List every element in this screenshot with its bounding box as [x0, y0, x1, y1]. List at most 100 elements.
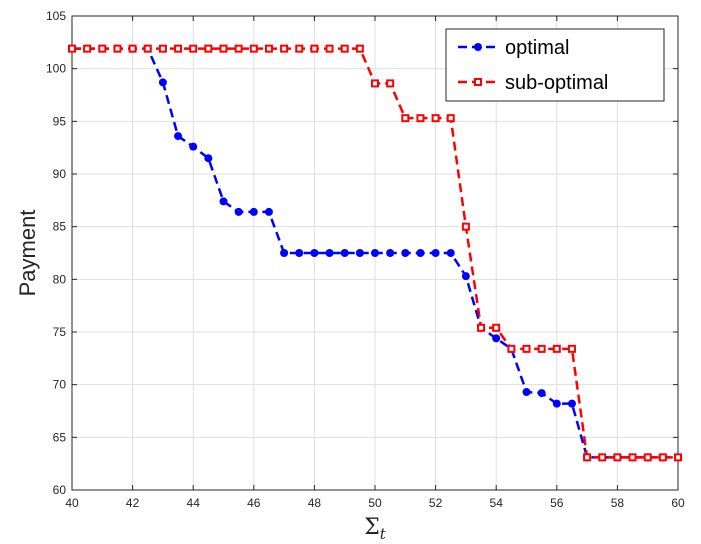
data-point-sub-optimal	[113, 44, 122, 53]
y-tick-label: 75	[53, 325, 67, 339]
data-point-sub-optimal	[234, 44, 243, 53]
data-point-optimal	[158, 78, 167, 87]
data-point-sub-optimal	[219, 44, 228, 53]
data-point-optimal	[416, 249, 425, 257]
data-point-optimal	[219, 197, 228, 206]
data-point-sub-optimal	[567, 344, 576, 353]
data-point-sub-optimal	[264, 44, 273, 53]
data-point-sub-optimal	[386, 79, 395, 88]
data-point-optimal	[310, 249, 319, 257]
data-point-sub-optimal	[628, 453, 637, 462]
data-point-optimal	[325, 249, 334, 257]
data-point-sub-optimal	[325, 44, 334, 53]
data-point-sub-optimal	[598, 453, 607, 462]
data-point-optimal	[355, 249, 364, 257]
x-axis-label: Σt	[364, 515, 387, 543]
data-point-optimal	[174, 132, 183, 141]
data-point-optimal	[295, 249, 304, 257]
data-point-optimal	[492, 334, 501, 343]
data-point-optimal	[522, 388, 531, 397]
data-point-sub-optimal	[98, 44, 107, 53]
data-point-optimal	[386, 249, 395, 257]
data-point-sub-optimal	[537, 344, 546, 353]
data-point-sub-optimal	[280, 44, 289, 53]
data-point-optimal	[401, 249, 410, 257]
data-point-sub-optimal	[174, 44, 183, 53]
series-sub-optimal	[68, 44, 682, 462]
legend-box	[445, 28, 665, 102]
data-point-sub-optimal	[189, 44, 198, 53]
y-tick-label: 100	[46, 62, 66, 76]
data-point-optimal	[340, 249, 349, 257]
data-point-sub-optimal	[446, 114, 455, 123]
legend-entry-sub-optimal: sub-optimal	[458, 72, 608, 94]
data-point-optimal	[431, 249, 440, 257]
y-tick-label: 80	[53, 272, 67, 286]
data-point-sub-optimal	[371, 79, 379, 88]
legend-entry-optimal: optimal	[458, 37, 569, 59]
legend-marker-optimal	[474, 43, 482, 51]
series-group	[68, 44, 682, 462]
data-point-sub-optimal	[583, 453, 592, 462]
data-point-sub-optimal	[643, 453, 652, 462]
x-tick-label: 48	[308, 496, 322, 510]
legend-marker-sub-optimal	[474, 78, 482, 86]
data-point-sub-optimal	[401, 114, 410, 123]
x-tick-label: 54	[490, 496, 504, 510]
legend-label-sub-optimal: sub-optimal	[505, 72, 608, 94]
data-point-optimal	[537, 389, 546, 398]
data-point-sub-optimal	[416, 114, 425, 123]
data-point-sub-optimal	[492, 323, 501, 332]
data-point-sub-optimal	[310, 44, 319, 53]
x-tick-label: 42	[126, 496, 140, 510]
data-point-sub-optimal	[340, 44, 349, 53]
data-point-sub-optimal	[128, 44, 137, 53]
data-point-sub-optimal	[477, 323, 486, 332]
y-axis-label: Payment	[15, 210, 40, 297]
y-tick-label: 105	[46, 9, 66, 23]
data-point-optimal	[371, 249, 379, 257]
data-point-sub-optimal	[158, 44, 167, 53]
x-tick-label: 40	[65, 496, 79, 510]
data-point-optimal	[264, 207, 273, 216]
data-point-sub-optimal	[461, 222, 470, 231]
data-point-optimal	[280, 249, 289, 257]
legend: optimal sub-optimal	[445, 28, 665, 102]
x-tick-label: 52	[429, 496, 443, 510]
data-point-sub-optimal	[249, 44, 258, 53]
data-point-sub-optimal	[431, 114, 440, 123]
x-tick-label: 50	[368, 496, 382, 510]
x-tick-label: 44	[187, 496, 201, 510]
y-tick-label: 95	[53, 114, 67, 128]
y-tick-label: 90	[53, 167, 67, 181]
data-point-optimal	[204, 154, 213, 163]
data-point-sub-optimal	[522, 344, 531, 353]
data-point-sub-optimal	[204, 44, 213, 53]
y-tick-label: 85	[53, 220, 67, 234]
data-point-sub-optimal	[674, 453, 682, 462]
data-point-sub-optimal	[613, 453, 622, 462]
data-point-optimal	[552, 399, 561, 408]
data-point-sub-optimal	[83, 44, 92, 53]
y-tick-label: 65	[53, 430, 67, 444]
data-point-optimal	[234, 207, 243, 216]
x-tick-label: 58	[611, 496, 625, 510]
data-point-sub-optimal	[355, 44, 364, 53]
x-axis-label-subscript: t	[380, 525, 387, 543]
axis-ticks: 40 42 44 46 48 50 52 54 56 58 60 60 65 70 75 80 85 90 95 10…	[46, 9, 685, 510]
data-point-sub-optimal	[658, 453, 667, 462]
data-point-optimal	[249, 207, 258, 216]
data-point-sub-optimal	[507, 344, 516, 353]
data-point-sub-optimal	[552, 344, 561, 353]
x-tick-label: 56	[550, 496, 564, 510]
data-point-sub-optimal	[295, 44, 304, 53]
x-tick-label: 60	[671, 496, 685, 510]
data-point-optimal	[567, 399, 576, 408]
x-tick-label: 46	[247, 496, 261, 510]
data-point-sub-optimal	[68, 44, 76, 53]
data-point-optimal	[461, 272, 470, 281]
x-axis-label-symbol: Σ	[364, 515, 380, 540]
data-point-sub-optimal	[143, 44, 152, 53]
y-tick-label: 60	[53, 483, 67, 497]
